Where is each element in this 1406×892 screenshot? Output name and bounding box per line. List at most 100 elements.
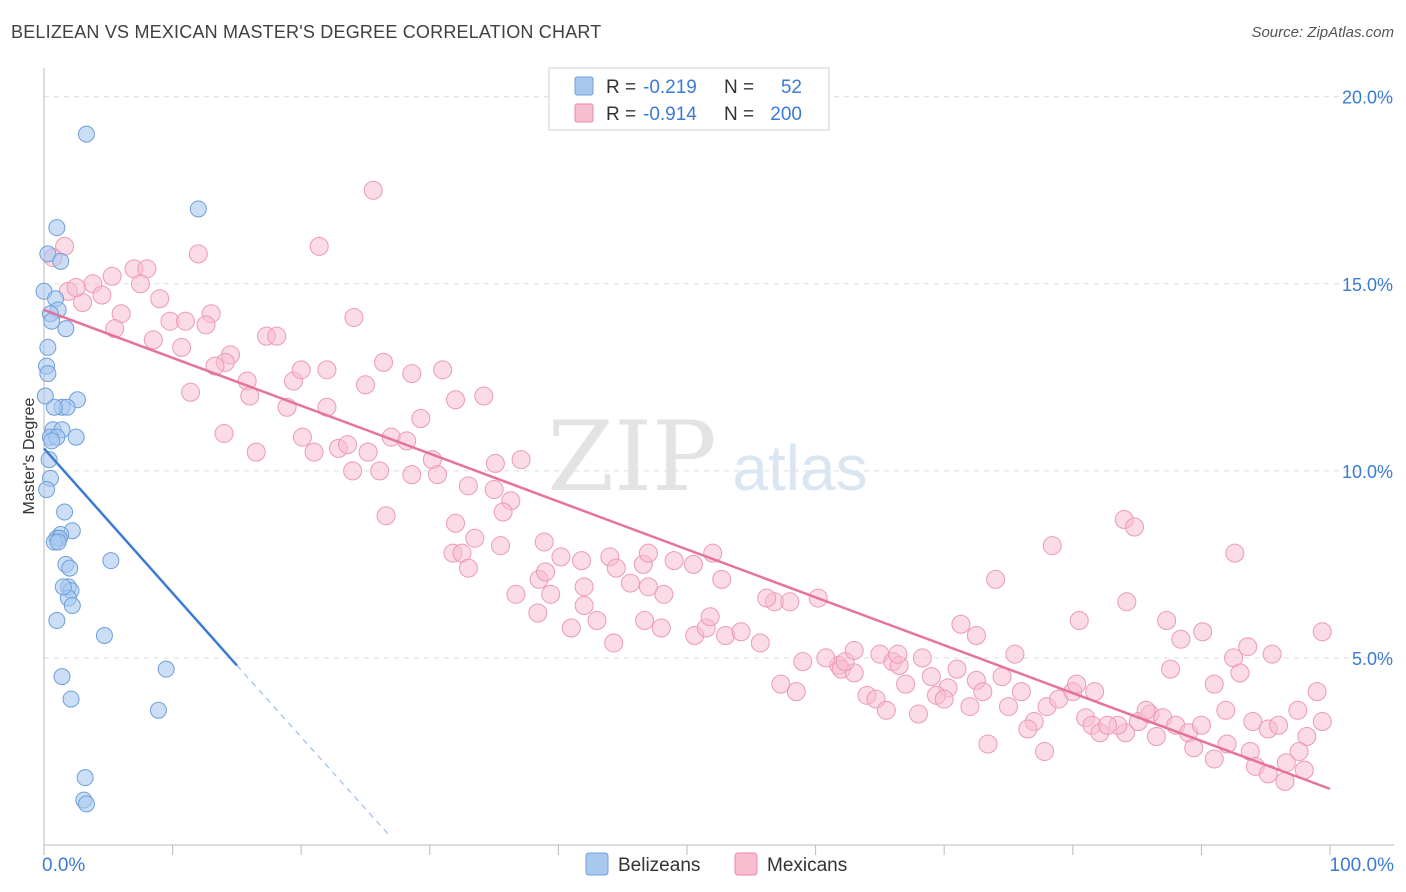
y-tick-labels: 5.0% 10.0% 15.0% 20.0% [1342, 88, 1393, 669]
mexicans-point-177 [978, 734, 998, 754]
mexicans-point-27 [181, 382, 201, 402]
mexicans-point-178 [1035, 741, 1055, 761]
mexicans-point-97 [731, 622, 751, 642]
belizeans-point-23 [43, 432, 61, 450]
mexicans-point-58 [485, 453, 505, 473]
mexicans-trend-line [43, 308, 1331, 791]
belizeans-trend-extension [236, 665, 392, 838]
mexicans-point-65 [446, 513, 466, 533]
mexicans-point-86 [506, 584, 526, 604]
belizeans-point-33 [102, 552, 120, 570]
mexicans-point-122 [876, 700, 896, 720]
y-tick-label-1: 10.0% [1342, 462, 1393, 482]
y-tick-label-2: 15.0% [1342, 275, 1393, 295]
mexicans-point-162 [1171, 629, 1191, 649]
mexicans-point-152 [1307, 682, 1327, 702]
mexicans-point-92 [635, 611, 655, 631]
chart-title: BELIZEAN VS MEXICAN MASTER'S DEGREE CORR… [11, 22, 602, 42]
mexicans-point-128 [1011, 682, 1031, 702]
mexicans-point-171 [1161, 659, 1181, 679]
mexicans-point-23 [105, 319, 125, 339]
mexicans-point-59 [511, 450, 531, 470]
mexicans-point-119 [999, 697, 1018, 717]
legend-swatch-mexicans[interactable] [734, 852, 758, 876]
mexicans-point-158 [1005, 644, 1025, 664]
mexicans-point-48 [358, 442, 378, 462]
mexicans-point-142 [1191, 715, 1211, 735]
mexicans-point-159 [1069, 611, 1089, 631]
mexicans-point-125 [934, 689, 954, 709]
mexicans-point-64 [376, 506, 396, 526]
mexicans-point-60 [458, 476, 478, 496]
legend-stats-swatch-mexicans [574, 103, 594, 123]
belizeans-point-10 [57, 320, 75, 338]
mexicans-point-32 [291, 360, 311, 380]
belizeans-point-24 [40, 451, 58, 469]
mexicans-point-44 [356, 375, 375, 395]
mexicans-point-147 [1243, 712, 1263, 732]
belizeans-points [35, 125, 207, 813]
mexicans-point-89 [561, 618, 581, 638]
mexicans-point-80 [620, 573, 640, 593]
belizeans-point-0 [77, 125, 95, 143]
mexicans-point-29 [205, 356, 225, 376]
mexicans-point-51 [246, 442, 266, 462]
mexicans-points [43, 180, 1332, 791]
mexicans-point-156 [951, 614, 971, 634]
mexicans-point-77 [587, 611, 607, 631]
mexicans-point-38 [474, 386, 494, 406]
belizeans-point-1 [189, 200, 207, 218]
belizeans-point-22 [67, 428, 85, 446]
y-tick-label-0: 5.0% [1352, 649, 1393, 669]
mexicans-point-79 [606, 558, 626, 578]
belizeans-point-2 [48, 219, 66, 237]
belizeans-point-11 [39, 338, 57, 356]
belizeans-point-42 [157, 660, 175, 678]
mexicans-point-69 [458, 558, 478, 578]
mexicans-point-17 [175, 311, 195, 331]
mexicans-point-172 [1136, 700, 1156, 720]
mexicans-point-93 [651, 618, 671, 638]
legend-label-mexicans[interactable]: Mexicans [767, 855, 847, 876]
legend-label-belizeans[interactable]: Belizeans [618, 855, 700, 876]
legend-stats-box [548, 67, 830, 131]
mexicans-point-98 [750, 633, 770, 653]
legend-r-label-mexicans: R = [606, 104, 636, 125]
chart-source: Source: ZipAtlas.com [1251, 24, 1394, 41]
mexicans-point-146 [1230, 663, 1250, 683]
belizeans-point-3 [39, 245, 57, 263]
mexicans-point-20 [172, 337, 192, 357]
mexicans-point-52 [304, 442, 324, 462]
mexicans-point-195 [712, 569, 732, 589]
mexicans-point-123 [908, 704, 928, 724]
belizeans-point-43 [53, 668, 71, 686]
mexicans-point-103 [786, 682, 806, 702]
mexicans-point-61 [484, 480, 504, 500]
mexicans-point-33 [317, 360, 337, 380]
belizeans-point-39 [63, 597, 81, 615]
mexicans-point-15 [309, 236, 329, 256]
mexicans-point-13 [188, 244, 208, 264]
legend-series: Belizeans Mexicans [585, 852, 847, 876]
belizeans-point-17 [45, 398, 63, 416]
mexicans-point-36 [433, 360, 453, 380]
mexicans-point-47 [337, 435, 357, 455]
mexicans-point-114 [921, 667, 941, 687]
legend-r-label-belizeans: R = [606, 77, 636, 98]
mexicans-point-157 [966, 625, 986, 645]
belizeans-point-48 [77, 795, 95, 813]
legend-n-label-mexicans: N = [724, 104, 754, 125]
mexicans-point-127 [973, 682, 993, 702]
grid-lines [44, 96, 1394, 659]
legend-swatch-belizeans[interactable] [585, 852, 609, 876]
mexicans-point-160 [1117, 592, 1137, 612]
belizeans-point-46 [76, 769, 94, 787]
mexicans-point-165 [1262, 644, 1282, 664]
belizeans-point-40 [48, 612, 66, 630]
mexicans-point-3 [102, 266, 122, 286]
legend-stats: R = -0.219 N = 52 R = -0.914 N = 200 [548, 67, 830, 131]
watermark-atlas: atlas [732, 432, 867, 504]
mexicans-point-153 [816, 648, 836, 668]
mexicans-point-54 [370, 461, 390, 481]
